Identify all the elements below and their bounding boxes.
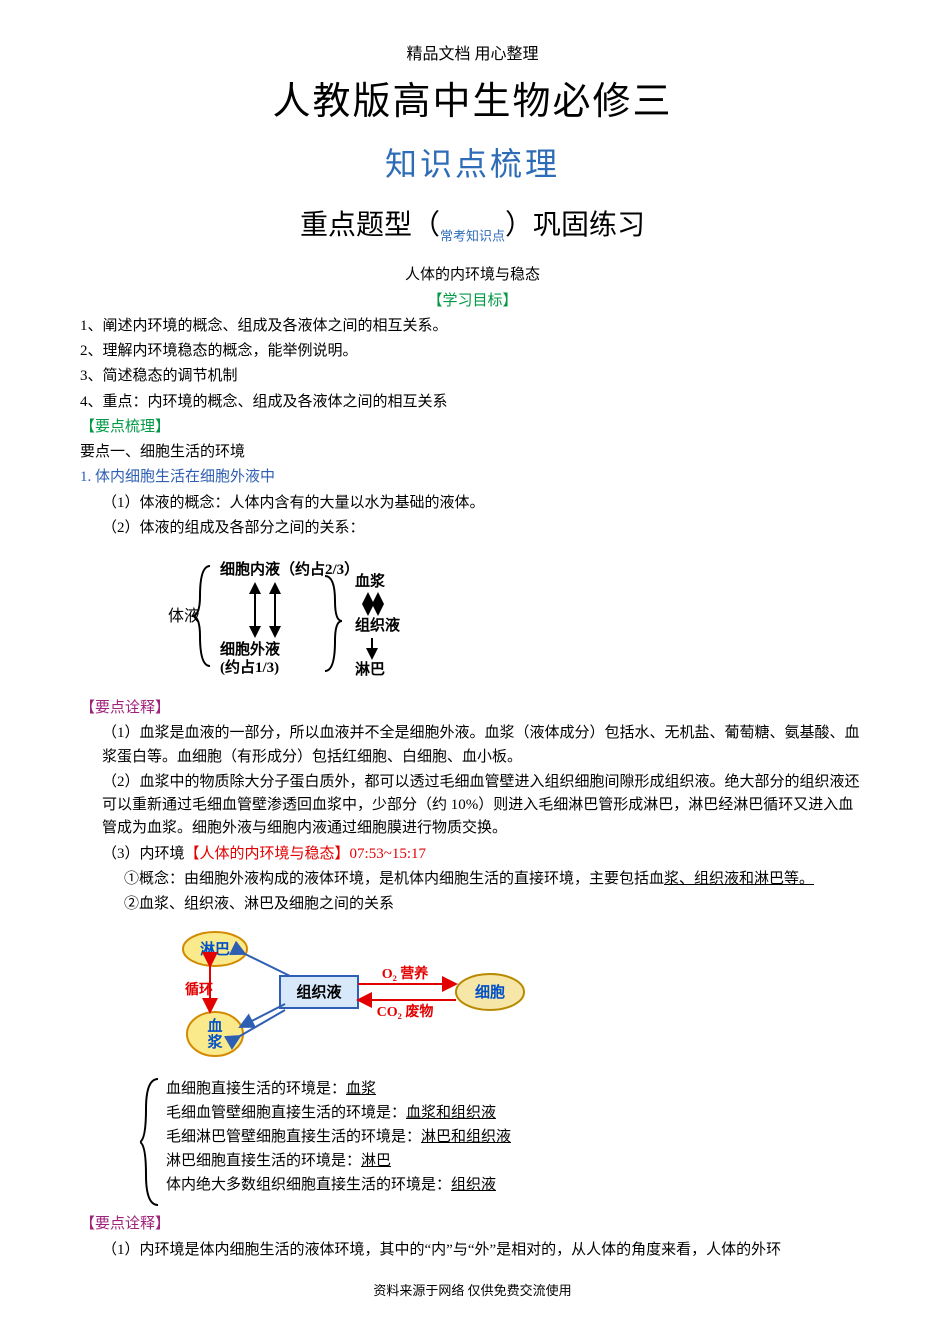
goal-4: 4、重点：内环境的概念、组成及各液体之间的相互关系 [80,391,865,414]
qs-2: （2）血浆中的物质除大分子蛋白质外，都可以透过毛细血管壁进入组织细胞间隙形成组织… [80,771,865,841]
brace-icon [192,566,210,666]
brace-icon [140,1077,166,1207]
svg-text:循环: 循环 [185,981,213,998]
brace-item-3: 毛细淋巴管壁细胞直接生活的环境是：淋巴和组织液 [166,1125,541,1149]
line-2: （2）体液的组成及各部分之间的关系： [80,517,865,540]
qs3-line2: ②血浆、组织液、淋巴及细胞之间的关系 [80,893,865,916]
svg-text:O₂ 营养: O₂ 营养 [382,965,430,982]
diagram-body-fluid: 体液 细胞内液（约占2/3） 细胞外液 (约占1/3) 血浆 组织液 淋巴 [160,546,865,691]
footer: 资料来源于网络 仅供免费交流使用 [80,1280,865,1299]
svg-text:细胞: 细胞 [475,983,505,1001]
title-line3-small: 常考知识点 [440,229,505,244]
title-line3-b: ）巩固练习 [505,210,645,241]
title-sub: 知识点梳理 [80,139,865,185]
brace-item-2: 毛细血管壁细胞直接生活的环境是：血浆和组织液 [166,1101,541,1125]
brace-item-5: 体内绝大多数组织细胞直接生活的环境是：组织液 [166,1173,541,1197]
header-small: 精品文档 用心整理 [80,40,865,64]
svg-text:血: 血 [207,1017,222,1035]
yaodian-header: 【要点梳理】 [80,416,865,439]
goal-2: 2、理解内环境稳态的概念，能举例说明。 [80,340,865,363]
diagram-relations: 淋巴 血 浆 循环 组织液 细胞 O₂ 营养 CO₂ 废物 [160,924,865,1069]
brace-item-1: 血细胞直接生活的环境是：血浆 [166,1077,541,1101]
yaodian-1: 要点一、细胞生活的环境 [80,441,865,464]
d1-top: 细胞内液（约占2/3） [220,560,359,578]
brace-icon [325,576,342,671]
line-1: （1）体液的概念：人体内含有的大量以水为基础的液体。 [80,492,865,515]
brace-item-4: 淋巴细胞直接生活的环境是：淋巴 [166,1149,541,1173]
section-subtitle: 人体的内环境与稳态 [80,263,865,284]
tail-line: （1）内环境是体内细胞生活的液体环境，其中的“内”与“外”是相对的，从人体的角度… [80,1239,865,1262]
qs-3: （3）内环境【人体的内环境与稳态】07:53~15:17 [80,843,865,866]
goal-1: 1、阐述内环境的概念、组成及各液体之间的相互关系。 [80,315,865,338]
d1-bot2: (约占1/3) [220,658,279,676]
quanshi-header: 【要点诠释】 [80,697,865,720]
qs3-line1-u: 浆、组织液和淋巴等。 [664,871,814,887]
svg-text:CO₂ 废物: CO₂ 废物 [377,1003,434,1020]
title-main: 人教版高中生物必修三 [80,70,865,125]
qs3-line1: ①概念：由细胞外液构成的液体环境，是机体内细胞生活的直接环境，主要包括血浆、组织… [80,868,865,891]
d1-bot1: 细胞外液 [220,640,281,658]
qs-1: （1）血浆是血液的一部分，所以血液并不全是细胞外液。血浆（液体成分）包括水、无机… [80,722,865,769]
title-line3-a: 重点题型（ [300,210,440,241]
d1-r2: 组织液 [355,616,401,634]
qs3-b: 07:53~15:17 [350,846,426,862]
blue-subhead-1: 1. 体内细胞生活在细胞外液中 [80,466,865,489]
document-page: 精品文档 用心整理 人教版高中生物必修三 知识点梳理 重点题型（常考知识点）巩固… [0,0,945,1329]
brace-items: 血细胞直接生活的环境是：血浆 毛细血管壁细胞直接生活的环境是：血浆和组织液 毛细… [166,1077,541,1207]
qs3-red: 【人体的内环境与稳态】 [185,846,350,862]
learn-goal-header: 【学习目标】 [80,290,865,313]
qs3-a: （3）内环境 [102,846,185,862]
brace-list: 血细胞直接生活的环境是：血浆 毛细血管壁细胞直接生活的环境是：血浆和组织液 毛细… [140,1077,865,1207]
title-line3: 重点题型（常考知识点）巩固练习 [80,203,865,245]
d1-r1: 血浆 [355,572,386,590]
svg-text:组织液: 组织液 [296,983,342,1001]
qs3-line1-a: ①概念：由细胞外液构成的液体环境，是机体内细胞生活的直接环境，主要包括血 [124,871,664,887]
goal-3: 3、简述稳态的调节机制 [80,365,865,388]
svg-text:浆: 浆 [207,1033,223,1051]
quanshi-header-2: 【要点诠释】 [80,1213,865,1236]
d1-r3: 淋巴 [355,660,385,678]
svg-text:淋巴: 淋巴 [200,940,230,958]
